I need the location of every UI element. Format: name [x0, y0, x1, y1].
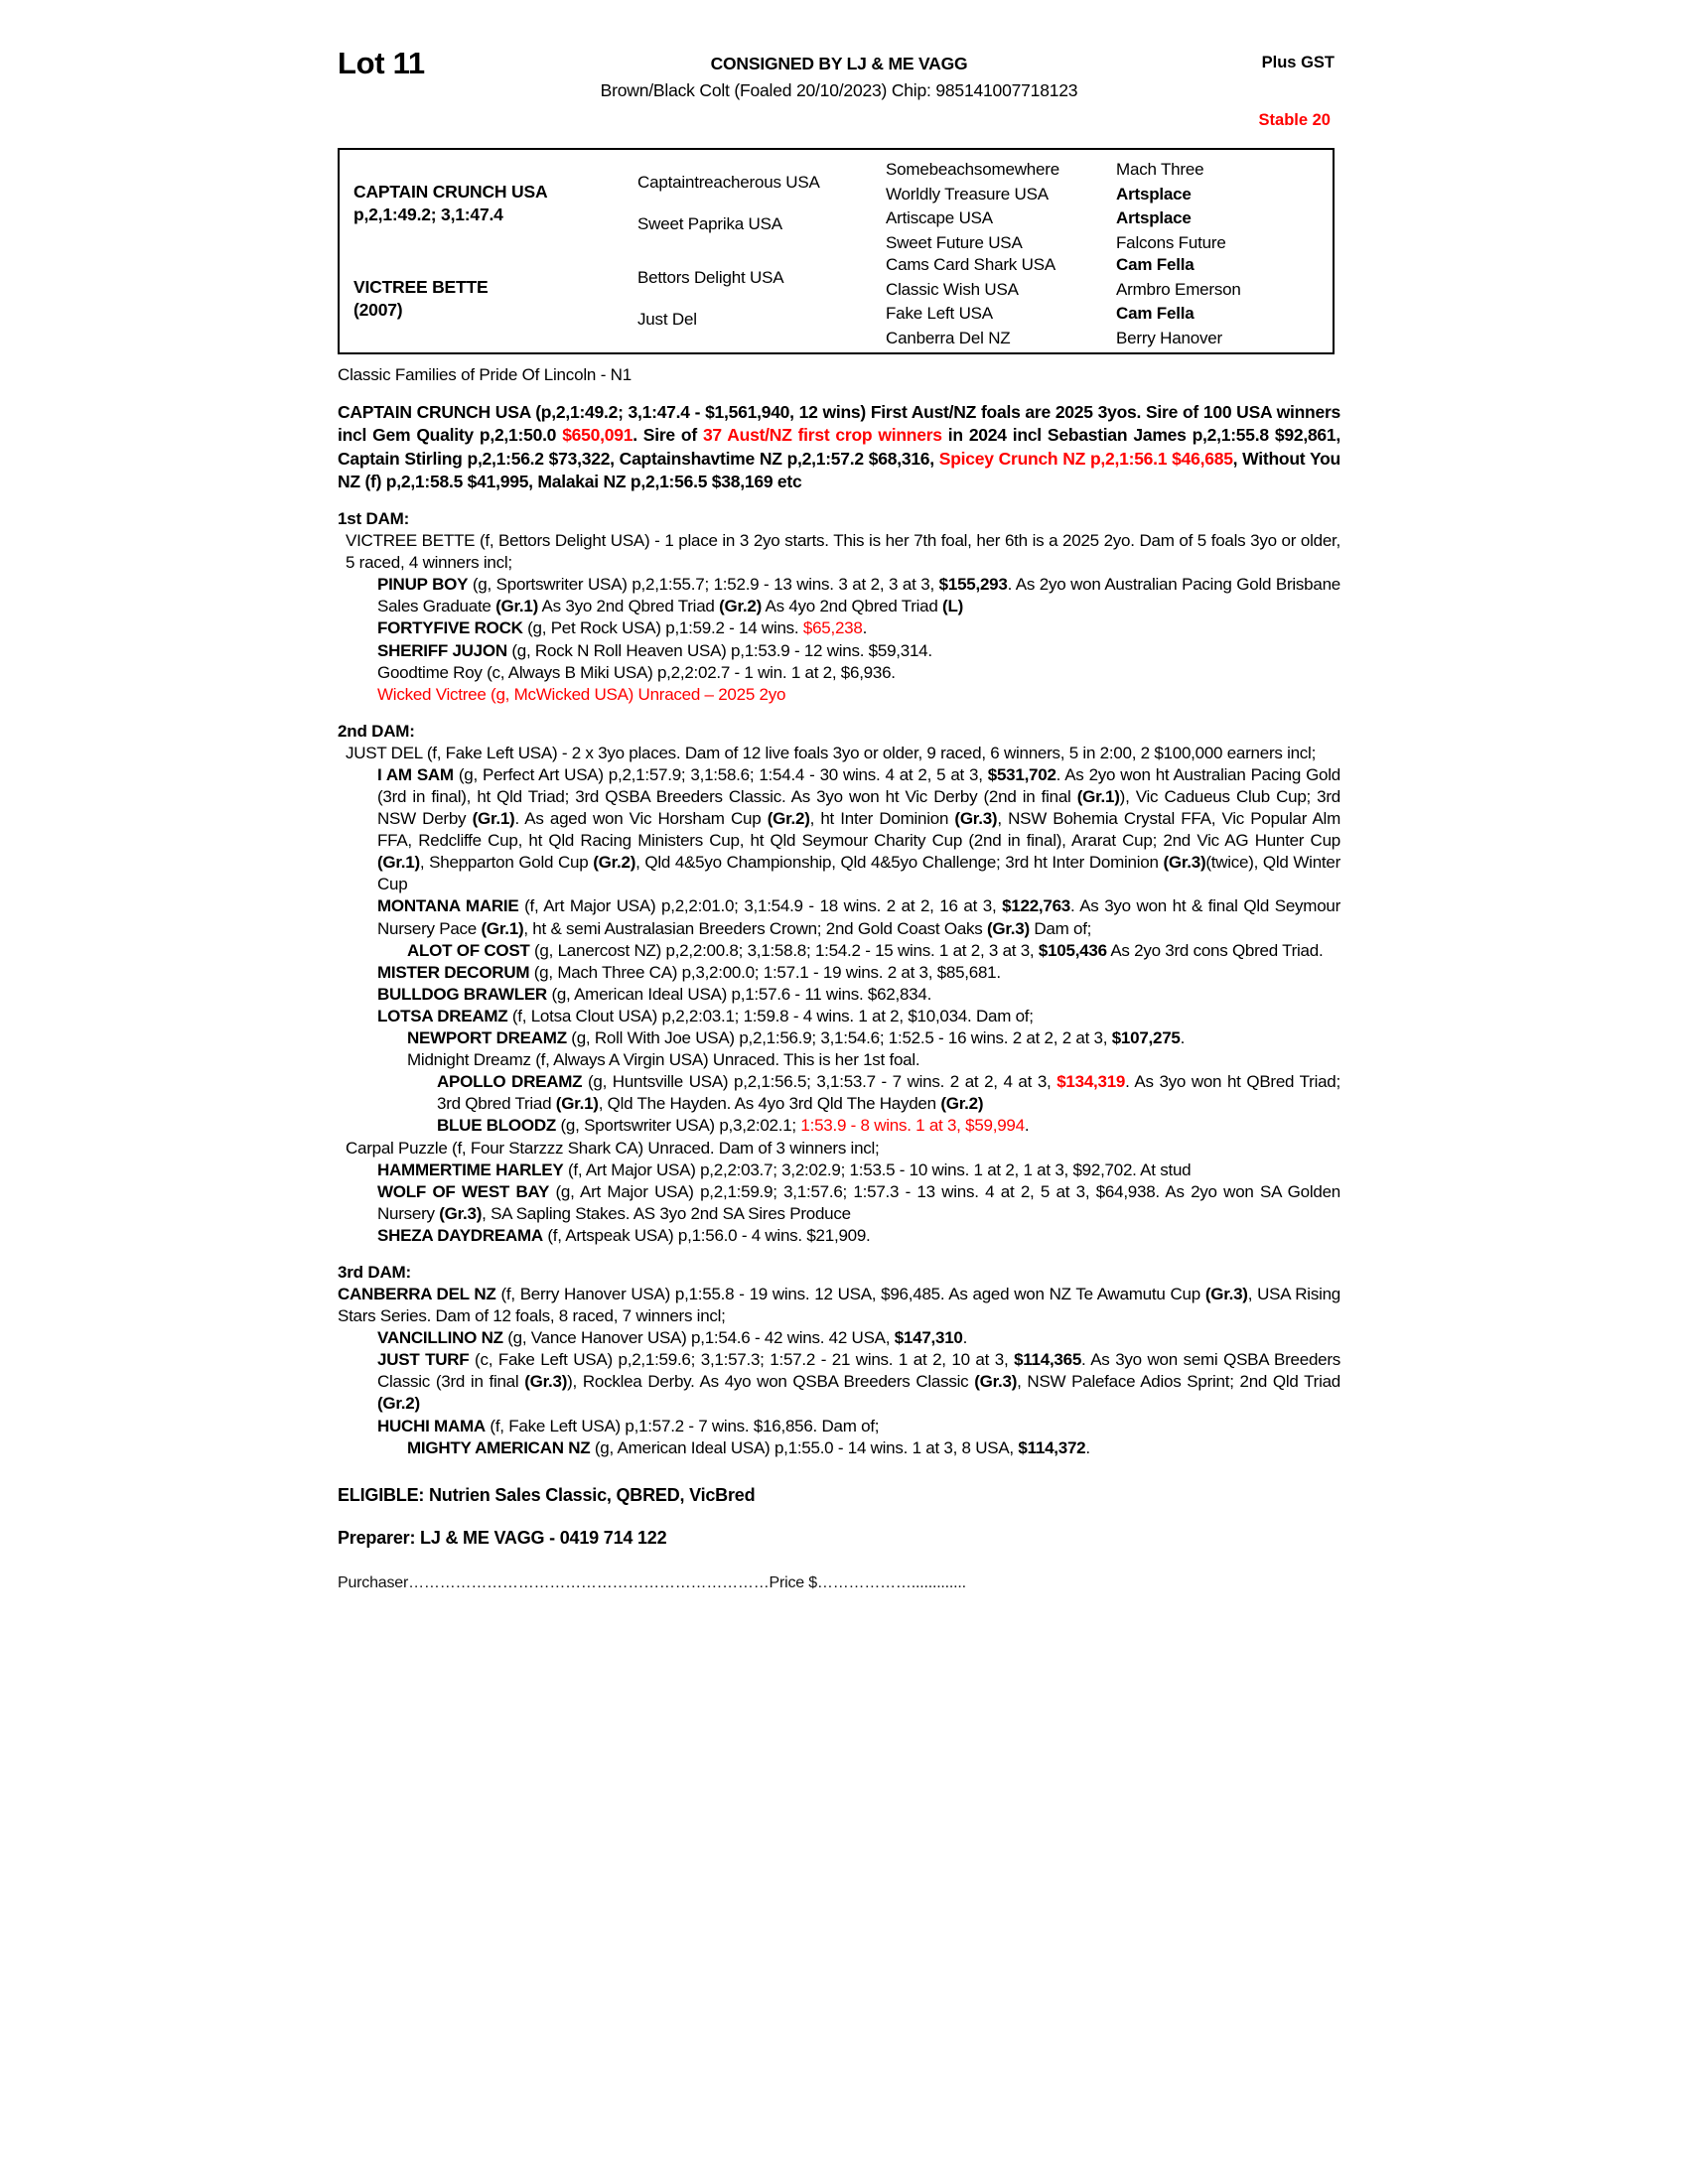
pedigree-cell: Mach Three: [1116, 160, 1204, 179]
pedigree-cell: Worldly Treasure USA: [886, 184, 1049, 204]
progeny-entry: SHERIFF JUJON (g, Rock N Roll Heaven USA…: [377, 640, 932, 660]
dam-name: VICTREE BETTE: [353, 277, 489, 298]
pedigree-cell: Artsplace: [1116, 208, 1192, 228]
catalogue-sheet: Lot 11 CONSIGNED BY LJ & ME VAGG Brown/B…: [338, 40, 1340, 1592]
sire-record: p,2,1:49.2; 3,1:47.4: [353, 205, 503, 224]
progeny-entry: Carpal Puzzle (f, Four Starzzz Shark CA)…: [346, 1138, 880, 1158]
pedigree-cell: Falcons Future: [1116, 232, 1226, 252]
progeny-entry: NEWPORT DREAMZ (g, Roll With Joe USA) p,…: [407, 1028, 1186, 1048]
progeny-entry: VICTREE BETTE (f, Bettors Delight USA) -…: [346, 531, 1340, 573]
family-line: Classic Families of Pride Of Lincoln - N…: [338, 365, 633, 384]
progeny-entry: Midnight Dreamz (f, Always A Virgin USA)…: [407, 1050, 920, 1070]
pedigree-cell: Cams Card Shark USA: [886, 255, 1055, 274]
dam-gen3-column: Cams Card Shark USA Classic Wish USA Fak…: [886, 251, 1116, 347]
sire-gen3-column: Somebeachsomewhere Worldly Treasure USA …: [886, 156, 1116, 252]
pedigree-cell: Fake Left USA: [886, 304, 993, 324]
progeny-entry: SHEZA DAYDREAMA (f, Artspeak USA) p,1:56…: [377, 1225, 871, 1245]
progeny-entry: HAMMERTIME HARLEY (f, Art Major USA) p,2…: [377, 1160, 1192, 1179]
pedigree-dam-block: VICTREE BETTE (2007) Bettors Delight USA…: [340, 251, 1333, 347]
page-header: Lot 11 CONSIGNED BY LJ & ME VAGG Brown/B…: [338, 40, 1340, 144]
dam-gen2-column: Bettors Delight USA Just Del: [637, 251, 886, 346]
pedigree-cell: Sweet Future USA: [886, 232, 1023, 252]
progeny-entry: MONTANA MARIE (f, Art Major USA) p,2,2:0…: [377, 896, 1341, 938]
dam-record: (2007): [353, 300, 403, 320]
pedigree-cell: Sweet Paprika USA: [637, 213, 782, 233]
dam-gen4-column: Cam Fella Armbro Emerson Cam Fella Berry…: [1116, 251, 1325, 347]
plus-gst-label: Plus GST: [1261, 54, 1335, 71]
sire-paragraph: CAPTAIN CRUNCH USA (p,2,1:49.2; 3,1:47.4…: [338, 402, 1341, 491]
progeny-entry: HUCHI MAMA (f, Fake Left USA) p,1:57.2 -…: [377, 1416, 880, 1435]
progeny-entry: WOLF OF WEST BAY (g, Art Major USA) p,2,…: [377, 1181, 1340, 1223]
lot-number: Lot 11: [338, 46, 425, 80]
pedigree-cell: Artsplace: [1116, 184, 1192, 204]
progeny-entry: LOTSA DREAMZ (f, Lotsa Clout USA) p,2,2:…: [377, 1006, 1034, 1025]
horse-description: Brown/Black Colt (Foaled 20/10/2023) Chi…: [600, 80, 1078, 100]
progeny-entry: CANBERRA DEL NZ (f, Berry Hanover USA) p…: [338, 1284, 1341, 1326]
progeny-entry: MIGHTY AMERICAN NZ (g, American Ideal US…: [407, 1437, 1090, 1457]
sire-name: CAPTAIN CRUNCH USA: [353, 182, 548, 203]
pedigree-cell: Bettors Delight USA: [637, 267, 784, 287]
dam-heading: 3rd DAM:: [338, 1262, 411, 1282]
pedigree-cell: Canberra Del NZ: [886, 328, 1011, 347]
progeny-entry: ALOT OF COST (g, Lanercost NZ) p,2,2:00.…: [407, 940, 1324, 960]
pedigree-cell: Cam Fella: [1116, 304, 1195, 324]
dam-cell: VICTREE BETTE (2007): [340, 251, 637, 346]
pedigree-cell: Artiscape USA: [886, 208, 993, 228]
pedigree-sire-block: CAPTAIN CRUNCH USA p,2,1:49.2; 3,1:47.4 …: [340, 156, 1333, 252]
progeny-entry: JUST TURF (c, Fake Left USA) p,2,1:59.6;…: [377, 1350, 1341, 1414]
eligible-line: ELIGIBLE: Nutrien Sales Classic, QBRED, …: [338, 1484, 756, 1505]
dam-sections: 1st DAM: VICTREE BETTE (f, Bettors Deligh…: [338, 509, 1340, 1459]
progeny-entry: Goodtime Roy (c, Always B Miki USA) p,2,…: [377, 662, 896, 682]
consignor-title: CONSIGNED BY LJ & ME VAGG: [710, 54, 968, 73]
stable-badge: Stable 20: [1258, 111, 1331, 129]
pedigree-table: CAPTAIN CRUNCH USA p,2,1:49.2; 3,1:47.4 …: [338, 148, 1335, 354]
dam-heading: 1st DAM:: [338, 509, 410, 529]
progeny-entry: I AM SAM (g, Perfect Art USA) p,2,1:57.9…: [377, 764, 1341, 894]
preparer-line: Preparer: LJ & ME VAGG - 0419 714 122: [338, 1527, 667, 1548]
progeny-entry: VANCILLINO NZ (g, Vance Hanover USA) p,1…: [377, 1328, 968, 1348]
sire-gen2-column: Captaintreacherous USA Sweet Paprika USA: [637, 156, 886, 251]
sire-gen4-column: Mach Three Artsplace Artsplace Falcons F…: [1116, 156, 1325, 252]
pedigree-cell: Classic Wish USA: [886, 279, 1019, 299]
progeny-entry: BULLDOG BRAWLER (g, American Ideal USA) …: [377, 984, 932, 1004]
pedigree-cell: Somebeachsomewhere: [886, 160, 1059, 179]
progeny-entry: MISTER DECORUM (g, Mach Three CA) p,3,2:…: [377, 962, 1001, 982]
progeny-entry: PINUP BOY (g, Sportswriter USA) p,2,1:55…: [377, 575, 1340, 616]
sire-cell: CAPTAIN CRUNCH USA p,2,1:49.2; 3,1:47.4: [340, 156, 637, 251]
progeny-entry: JUST DEL (f, Fake Left USA) - 2 x 3yo pl…: [346, 743, 1317, 762]
progeny-entry: FORTYFIVE ROCK (g, Pet Rock USA) p,1:59.…: [377, 618, 868, 638]
pedigree-cell: Captaintreacherous USA: [637, 172, 820, 192]
progeny-entry: APOLLO DREAMZ (g, Huntsville USA) p,2,1:…: [437, 1072, 1340, 1114]
pedigree-cell: Berry Hanover: [1116, 328, 1222, 347]
progeny-entry: BLUE BLOODZ (g, Sportswriter USA) p,3,2:…: [437, 1116, 1030, 1136]
purchaser-line: Purchaser……………………………………………………………Price $……: [338, 1573, 966, 1591]
progeny-entry: Wicked Victree (g, McWicked USA) Unraced…: [377, 684, 786, 704]
pedigree-cell: Cam Fella: [1116, 255, 1195, 274]
pedigree-cell: Armbro Emerson: [1116, 279, 1241, 299]
dam-heading: 2nd DAM:: [338, 721, 415, 741]
pedigree-cell: Just Del: [637, 309, 697, 329]
